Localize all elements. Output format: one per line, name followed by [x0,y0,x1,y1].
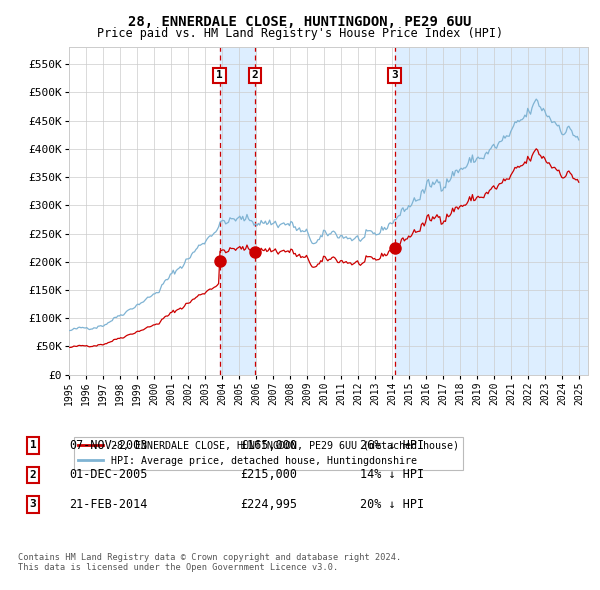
Text: 2: 2 [251,70,258,80]
Legend: 28, ENNERDALE CLOSE, HUNTINGDON, PE29 6UU (detached house), HPI: Average price, : 28, ENNERDALE CLOSE, HUNTINGDON, PE29 6U… [74,437,463,470]
Text: 3: 3 [391,70,398,80]
Text: 28, ENNERDALE CLOSE, HUNTINGDON, PE29 6UU: 28, ENNERDALE CLOSE, HUNTINGDON, PE29 6U… [128,15,472,29]
Text: Price paid vs. HM Land Registry's House Price Index (HPI): Price paid vs. HM Land Registry's House … [97,27,503,40]
Text: 21-FEB-2014: 21-FEB-2014 [69,498,148,511]
Text: Contains HM Land Registry data © Crown copyright and database right 2024.: Contains HM Land Registry data © Crown c… [18,553,401,562]
Text: £165,000: £165,000 [240,439,297,452]
Text: 01-DEC-2005: 01-DEC-2005 [69,468,148,481]
Text: 2: 2 [29,470,37,480]
Text: This data is licensed under the Open Government Licence v3.0.: This data is licensed under the Open Gov… [18,563,338,572]
Text: 3: 3 [29,500,37,509]
Bar [395,47,588,375]
Text: £215,000: £215,000 [240,468,297,481]
Text: 26% ↓ HPI: 26% ↓ HPI [360,439,424,452]
Bar [220,47,255,375]
Text: 20% ↓ HPI: 20% ↓ HPI [360,498,424,511]
Text: 1: 1 [29,441,37,450]
Text: 14% ↓ HPI: 14% ↓ HPI [360,468,424,481]
Text: 1: 1 [216,70,223,80]
Text: 07-NOV-2003: 07-NOV-2003 [69,439,148,452]
Text: £224,995: £224,995 [240,498,297,511]
